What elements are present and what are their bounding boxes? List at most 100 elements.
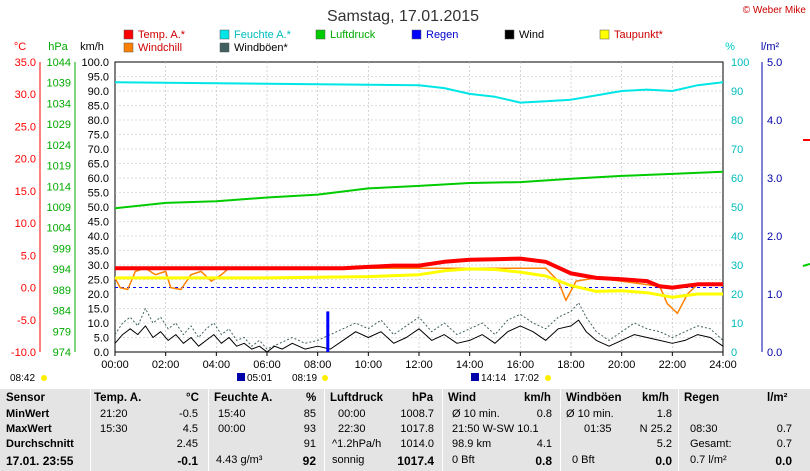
unit-humidity: %: [725, 41, 735, 53]
gust-value: 1.8: [656, 408, 672, 420]
tick-label-wind: 20.0: [88, 289, 109, 301]
tick-label-wind: 25.0: [88, 275, 109, 287]
legend-swatch: [123, 42, 134, 53]
gust-value: N 25.2: [639, 423, 672, 435]
x-tick-label: 18:00: [557, 359, 585, 371]
table-row: Durchschnitt 2.45 91 ^1.2hPa/h 1014.0 98…: [0, 437, 810, 451]
sun-times: 08:42 05:01 08:19 14:14 17:02: [10, 373, 551, 384]
press-time: ^1.2hPa/h: [332, 438, 382, 450]
tick-label-temp: 0.0: [21, 283, 36, 295]
press-value: 1017.4: [397, 454, 434, 468]
legend-label: Wind: [519, 29, 544, 41]
press-time: 22:30: [338, 423, 366, 435]
unit-pressure: hPa: [48, 41, 68, 53]
press-time: 00:00: [338, 408, 366, 420]
legend-swatch: [123, 29, 134, 40]
rain-value: 0.7: [776, 423, 792, 435]
tick-label-pressure: 1014: [47, 181, 71, 193]
col-humidity: Feuchte A.: [214, 392, 273, 404]
tick-label-humidity: 50: [731, 202, 743, 214]
unit-rain: l/m²: [761, 41, 780, 53]
x-tick-label: 08:00: [304, 359, 332, 371]
wind-label: Ø 10 min.: [452, 408, 500, 420]
x-tick-label: 24:00: [709, 359, 737, 371]
tick-label-humidity: 80: [731, 115, 743, 127]
legend-swatch: [219, 42, 230, 53]
tick-label-pressure: 1004: [47, 223, 71, 235]
row-label: MaxWert: [6, 423, 52, 435]
x-tick-label: 12:00: [405, 359, 433, 371]
wind-label: 21:50 W-SW 10.1: [452, 423, 539, 435]
rain-label: 08:30: [690, 423, 718, 435]
col-pressure: Luftdruck: [330, 392, 384, 404]
col-temp: Temp. A.: [94, 392, 142, 404]
x-tick-label: 04:00: [203, 359, 231, 371]
axis-ticks: 35.0 30.0 25.0 20.0 15.0 10.0 5.0 0.0 -5.0 -10.0 1…: [11, 57, 782, 371]
tick-label-humidity: 10: [731, 318, 743, 330]
statistics-table: Sensor Temp. A. °C Feuchte A. % Luftdruc…: [0, 389, 810, 471]
tick-label-wind: 75.0: [88, 130, 109, 142]
tick-label-humidity: 60: [731, 173, 743, 185]
tick-label-temp: 20.0: [15, 154, 36, 166]
tick-label-pressure: 1024: [47, 140, 71, 152]
chart-marks: [114, 81, 810, 353]
tick-label-pressure: 994: [53, 264, 71, 276]
legend-swatch: [411, 29, 422, 40]
gust-label: 0 Bft: [572, 454, 595, 466]
tick-label-humidity: 20: [731, 289, 743, 301]
tick-label-wind: 5.0: [94, 333, 109, 345]
rain-value: 0.7: [776, 438, 792, 450]
noon-marker-time: 05:01: [247, 373, 272, 384]
series-line-feuchte-a: [114, 81, 724, 104]
x-tick-label: 06:00: [253, 359, 281, 371]
tick-label-wind: 10.0: [88, 318, 109, 330]
tick-label-pressure: 1019: [47, 161, 71, 173]
col-gusts: Windböen: [566, 392, 622, 404]
temp-value: 2.45: [176, 438, 198, 450]
tick-label-pressure: 1009: [47, 202, 71, 214]
rain-value: 0.0: [775, 454, 792, 468]
tick-label-temp: -10.0: [11, 347, 36, 359]
table-row: MinWert 21:20 -0.5 15:40 85 00:00 1008.7…: [0, 407, 810, 421]
x-tick-label: 10:00: [355, 359, 383, 371]
tick-label-pressure: 979: [53, 326, 71, 338]
tick-label-wind: 30.0: [88, 260, 109, 272]
gust-label: 01:35: [584, 423, 612, 435]
wind-label: 0 Bft: [452, 454, 475, 466]
col-wind-unit: km/h: [524, 392, 551, 404]
tick-label-pressure: 984: [53, 306, 71, 318]
legend-label: Windböen*: [234, 42, 289, 54]
tick-label-rain: 0.0: [767, 347, 782, 359]
x-tick-label: 00:00: [101, 359, 129, 371]
tick-label-rain: 2.0: [767, 231, 782, 243]
tick-label-wind: 65.0: [88, 159, 109, 171]
tick-label-rain: 4.0: [767, 115, 782, 127]
x-tick-label: 20:00: [608, 359, 636, 371]
table-row: MaxWert 15:30 4.5 00:00 93 22:30 1017.8 …: [0, 422, 810, 436]
legend-swatch: [599, 29, 610, 40]
tick-label-wind: 15.0: [88, 304, 109, 316]
gust-label: Ø 10 min.: [566, 408, 614, 420]
wind-value: 0.8: [535, 454, 552, 468]
tick-label-temp: 30.0: [15, 89, 36, 101]
rain-label: Gesamt:: [690, 438, 732, 450]
legend-label: Taupunkt*: [614, 29, 664, 41]
col-wind: Wind: [448, 392, 476, 404]
legend-label: Windchill: [138, 42, 182, 54]
hum-value: 93: [303, 423, 316, 435]
tick-label-pressure: 1034: [47, 98, 71, 110]
hum-time: 4.43 g/m³: [216, 454, 263, 466]
col-sensor: Sensor: [6, 392, 45, 404]
hum-value: 85: [303, 408, 316, 420]
x-tick-label: 14:00: [456, 359, 484, 371]
rain-label: 0.7 l/m²: [690, 454, 727, 466]
tick-label-wind: 50.0: [88, 202, 109, 214]
series-line-taupunkt: [115, 267, 723, 299]
tick-label-rain: 3.0: [767, 173, 782, 185]
tick-label-humidity: 100: [731, 57, 749, 69]
hum-time: 00:00: [218, 423, 246, 435]
row-label: 17.01. 23:55: [6, 454, 74, 468]
tick-label-humidity: 30: [731, 260, 743, 272]
gust-value: 5.2: [656, 438, 672, 450]
series-line-windb-en: [114, 302, 724, 350]
